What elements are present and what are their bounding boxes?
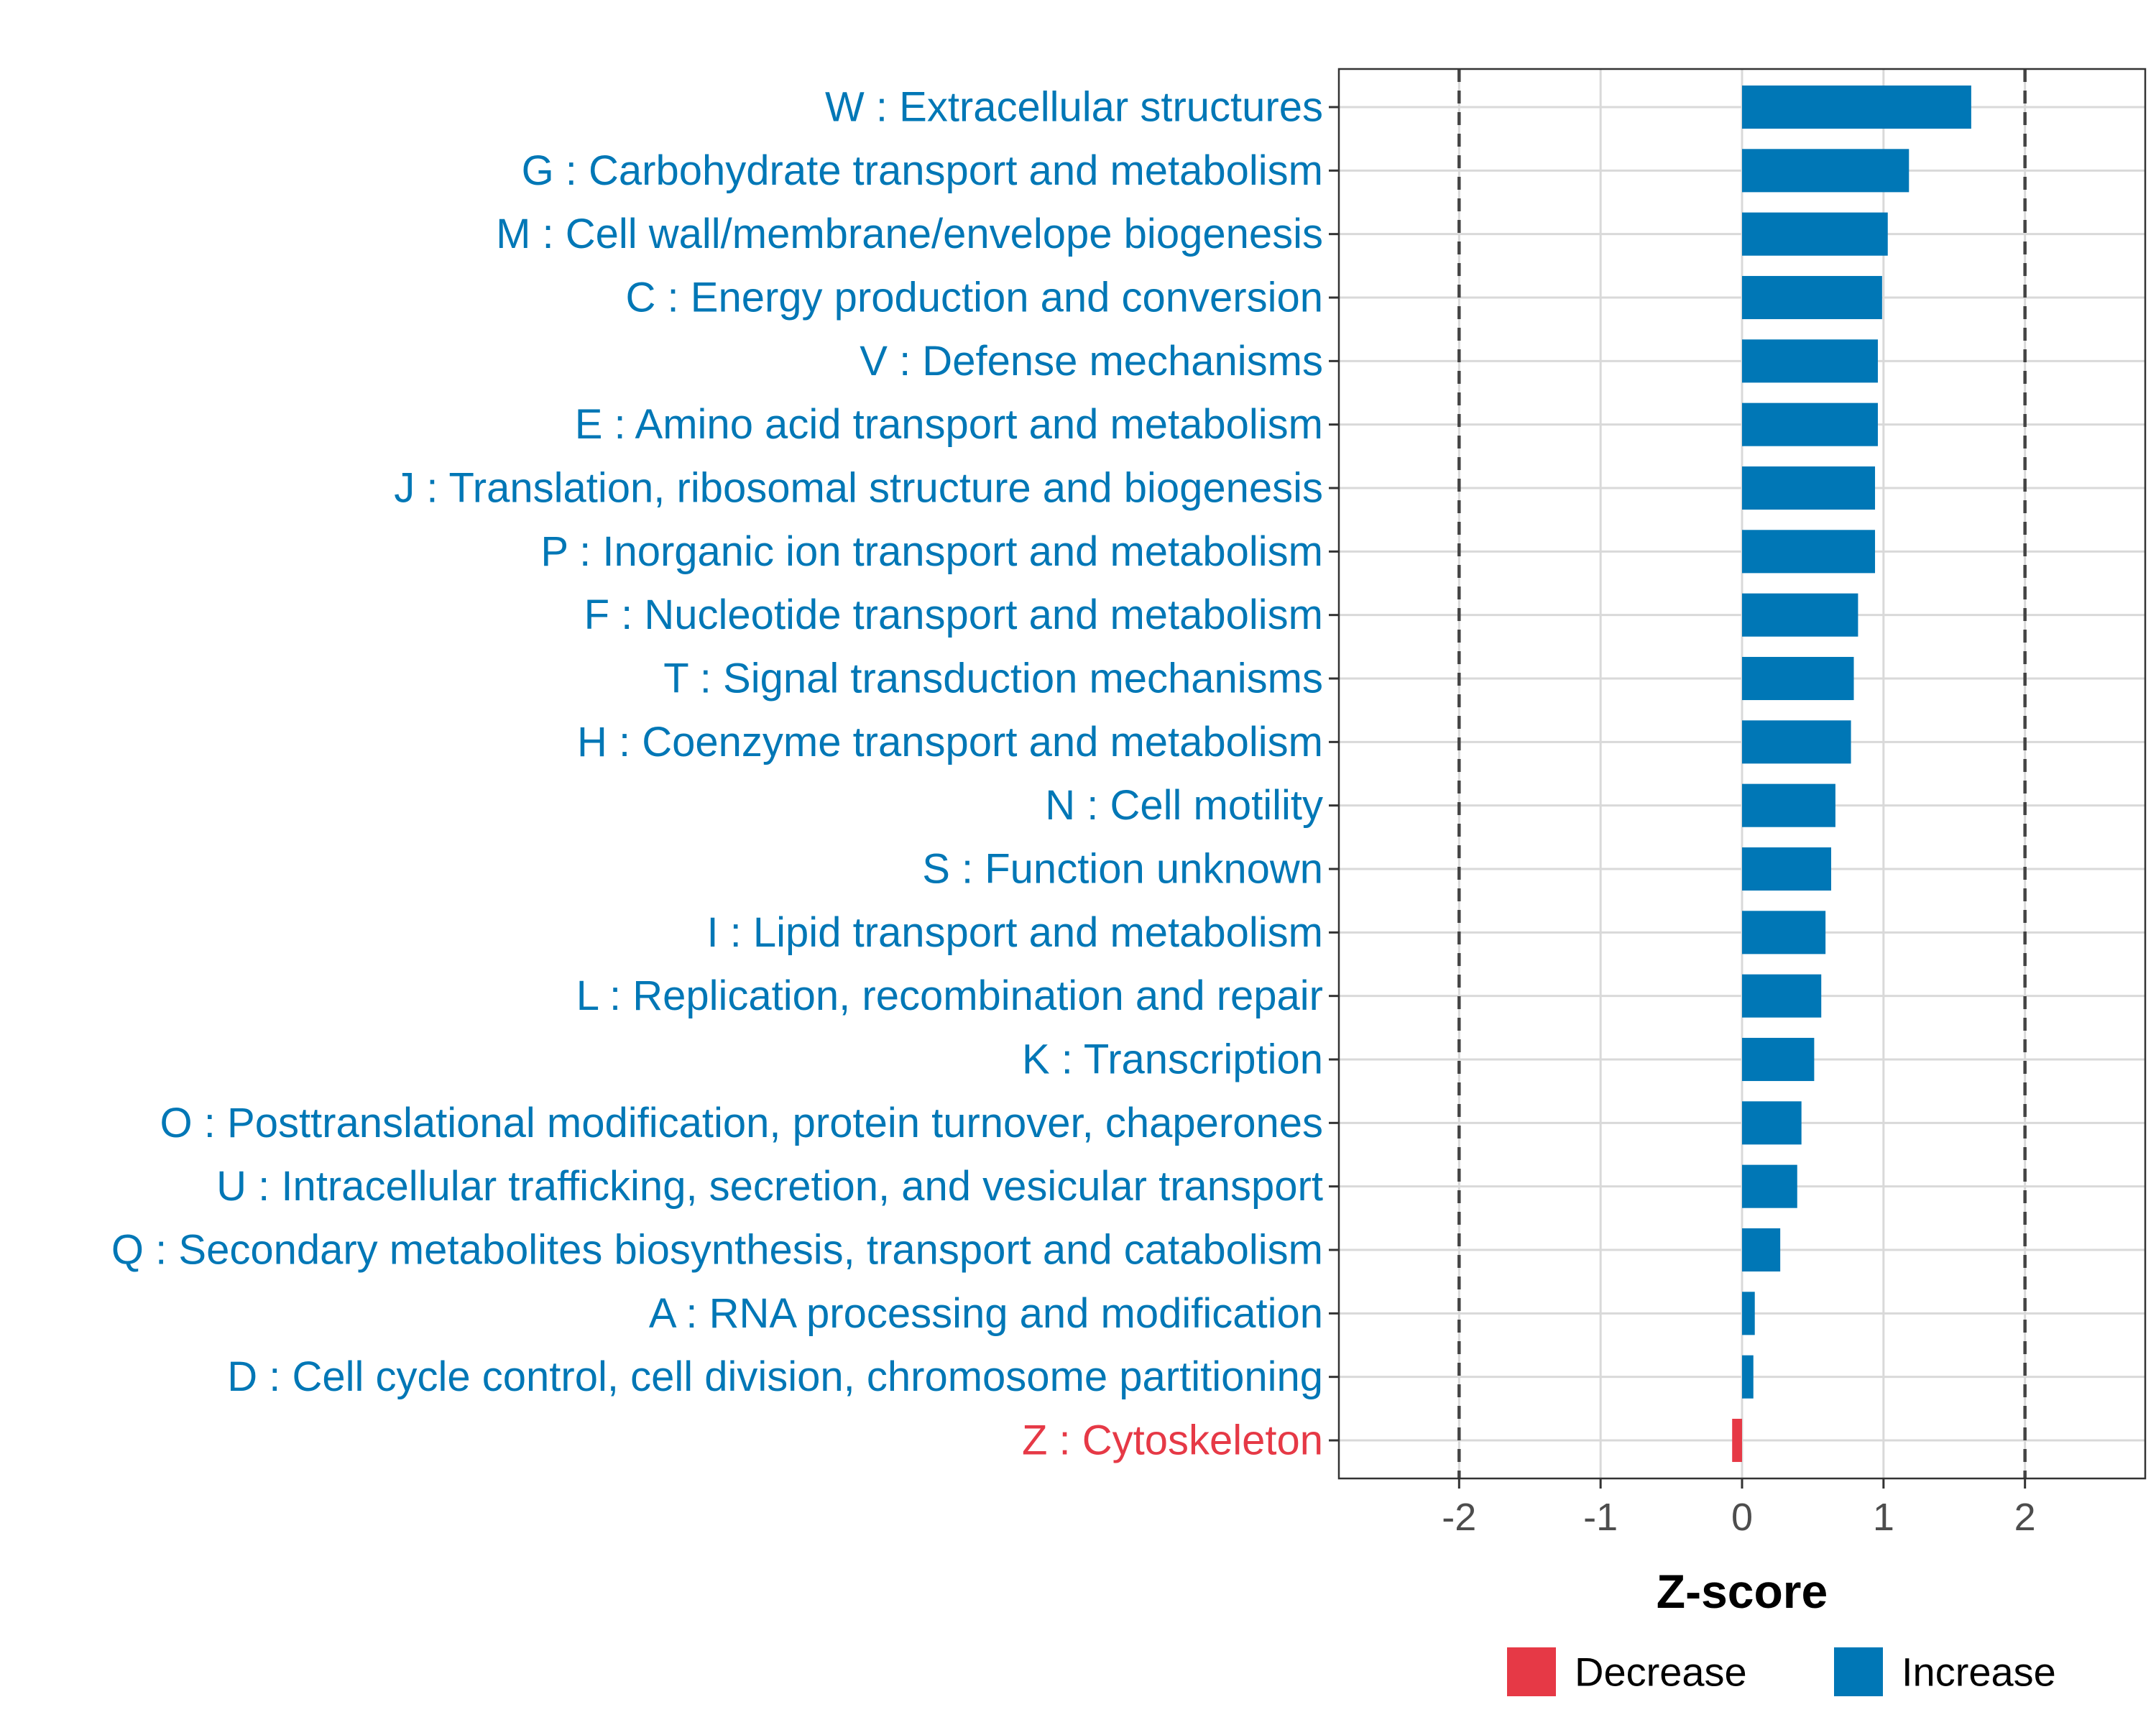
category-label-i: I : Lipid transport and metabolism	[706, 909, 1323, 956]
legend-swatch-decrease	[1507, 1647, 1556, 1696]
category-label-k: K : Transcription	[1022, 1036, 1323, 1083]
bar-p	[1742, 530, 1876, 574]
category-label-j: J : Translation, ribosomal structure and…	[394, 465, 1323, 512]
category-label-c: C : Energy production and conversion	[626, 275, 1323, 321]
bar-u	[1742, 1164, 1797, 1208]
bars	[1732, 85, 1971, 1463]
legend-swatch-increase	[1834, 1647, 1883, 1696]
x-tick-label: 0	[1731, 1496, 1753, 1539]
bar-e	[1742, 402, 1878, 446]
bar-m	[1742, 212, 1888, 256]
category-label-o: O : Posttranslational modification, prot…	[160, 1100, 1323, 1146]
x-tick-label: 1	[1873, 1496, 1894, 1539]
legend: Decrease Increase	[1507, 1647, 2056, 1696]
category-label-q: Q : Secondary metabolites biosynthesis, …	[111, 1227, 1323, 1274]
bar-n	[1742, 783, 1835, 827]
x-tick-label: -2	[1442, 1496, 1476, 1539]
category-label-s: S : Function unknown	[922, 846, 1323, 893]
bar-a	[1742, 1292, 1755, 1335]
category-label-v: V : Defense mechanisms	[860, 338, 1323, 385]
category-label-g: G : Carbohydrate transport and metabolis…	[522, 147, 1323, 194]
category-label-u: U : Intracellular trafficking, secretion…	[216, 1163, 1323, 1210]
category-labels: W : Extracellular structures G : Carbohyd…	[111, 84, 1323, 1464]
category-label-p: P : Inorganic ion transport and metaboli…	[540, 528, 1323, 575]
category-label-w: W : Extracellular structures	[825, 84, 1323, 131]
category-label-m: M : Cell wall/membrane/envelope biogenes…	[496, 211, 1323, 257]
bar-k	[1742, 1037, 1815, 1082]
bar-f	[1742, 593, 1858, 637]
category-label-l: L : Replication, recombination and repai…	[576, 972, 1323, 1019]
x-tick-label: 2	[2014, 1496, 2036, 1539]
reference-lines	[1457, 69, 2027, 1478]
category-label-e: E : Amino acid transport and metabolism	[575, 401, 1323, 448]
category-label-z: Z : Cytoskeleton	[1022, 1417, 1323, 1464]
bar-z	[1732, 1418, 1742, 1463]
y-axis-ticks	[1329, 106, 1339, 1442]
category-label-f: F : Nucleotide transport and metabolism	[584, 592, 1323, 638]
bar-j	[1742, 466, 1876, 510]
bar-g	[1742, 149, 1909, 193]
category-label-h: H : Coenzyme transport and metabolism	[577, 719, 1323, 765]
x-axis-title: Z-score	[1657, 1565, 1828, 1618]
bar-q	[1742, 1228, 1781, 1272]
x-axis-ticks: -2 -1 0 1 2	[1442, 1478, 2036, 1539]
bar-o	[1742, 1101, 1802, 1145]
legend-label-increase: Increase	[1902, 1650, 2056, 1695]
bar-d	[1742, 1355, 1754, 1399]
x-tick-label: -1	[1583, 1496, 1618, 1539]
bar-v	[1742, 339, 1878, 383]
bar-c	[1742, 275, 1882, 320]
bar-t	[1742, 656, 1854, 701]
bar-s	[1742, 847, 1832, 891]
category-label-a: A : RNA processing and modification	[649, 1290, 1323, 1337]
bar-w	[1742, 85, 1971, 129]
bar-h	[1742, 720, 1851, 764]
bar-l	[1742, 974, 1822, 1018]
bar-i	[1742, 911, 1826, 954]
category-label-t: T : Signal transduction mechanisms	[663, 656, 1323, 702]
category-label-n: N : Cell motility	[1045, 782, 1323, 829]
category-label-d: D : Cell cycle control, cell division, c…	[227, 1353, 1323, 1400]
legend-label-decrease: Decrease	[1575, 1650, 1747, 1695]
